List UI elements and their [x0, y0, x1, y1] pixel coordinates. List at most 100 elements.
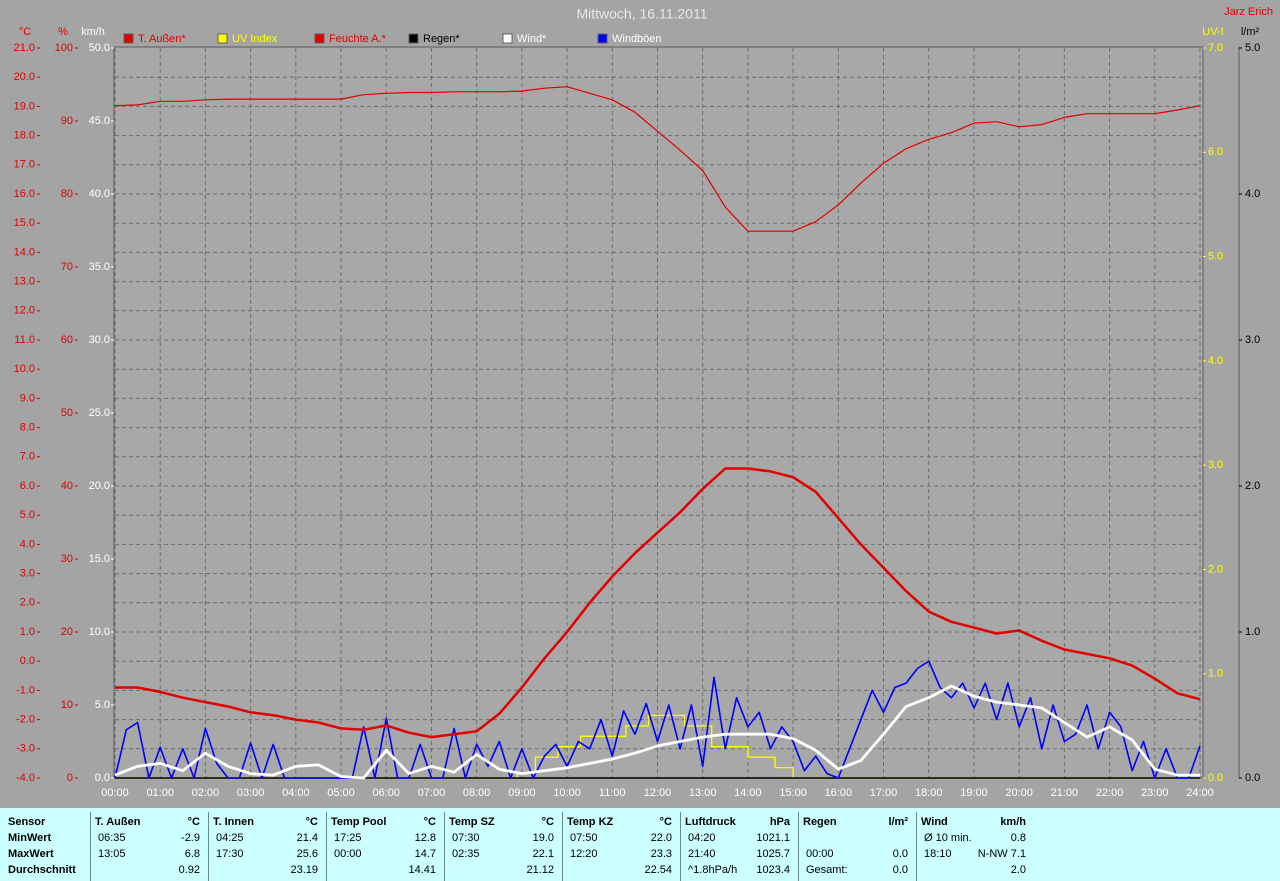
- y-tick-label: 30: [61, 553, 73, 565]
- cell-value: 14.41: [408, 864, 436, 876]
- column-separator: [916, 812, 917, 881]
- y-tick-label: 3.0: [1208, 459, 1223, 471]
- group-name: Temp KZ: [567, 816, 614, 828]
- row-label: Durchschnitt: [8, 864, 76, 876]
- author: Jarz Erich: [1224, 6, 1273, 18]
- chart-title: Mittwoch, 16.11.2011: [576, 6, 707, 22]
- y-tick-label: 4.0: [20, 538, 35, 550]
- y-tick-label: -4.0: [16, 772, 35, 784]
- series-line: [114, 684, 1200, 780]
- cell-time: ^1.8hPa/h: [688, 864, 738, 876]
- group-unit: °C: [187, 816, 200, 828]
- y-tick-label: 30.0: [89, 334, 110, 346]
- x-tick-label: 10:00: [553, 787, 581, 799]
- y-tick-label: 6.0: [20, 480, 35, 492]
- y-tick-label: 20: [61, 626, 73, 638]
- y-tick-label: 10.0: [89, 626, 110, 638]
- x-tick-label: 18:00: [915, 787, 943, 799]
- plot-area: [113, 46, 1204, 779]
- cell-value: 25.6: [296, 848, 318, 860]
- y-tick-label: 15.0: [14, 217, 35, 229]
- cell-time: 17:25: [334, 832, 362, 844]
- chart: Mittwoch, 16.11.2011 Jarz Erich 00:00 01:…: [13, 5, 1273, 799]
- legend-label: UV Index: [232, 33, 278, 45]
- x-tick-label: 21:00: [1051, 787, 1079, 799]
- cell-time: 02:35: [452, 848, 480, 860]
- group-unit: °C: [659, 816, 672, 828]
- y-tick-label: 40.0: [89, 188, 110, 200]
- x-tick-label: 06:00: [372, 787, 400, 799]
- cell-value: 0.0: [892, 864, 908, 876]
- series-line: [114, 86, 1201, 232]
- x-tick-label: 01:00: [146, 787, 174, 799]
- group-unit: °C: [423, 816, 436, 828]
- x-tick-label: 13:00: [689, 787, 717, 799]
- y-tick-label: 18.0: [14, 130, 35, 142]
- cell-value: 6.8: [184, 848, 200, 860]
- cell-value: 23.19: [290, 864, 318, 876]
- cell-time: 07:30: [452, 832, 480, 844]
- x-tick-label: 03:00: [237, 787, 265, 799]
- legend-label: Windböen: [612, 33, 662, 45]
- y-tick-label: 7.0: [20, 451, 35, 463]
- y-tick-label: 4.0: [1208, 355, 1223, 367]
- column-separator: [208, 812, 209, 881]
- y-tick-label: 35.0: [89, 261, 110, 273]
- cell-value: 22.1: [532, 848, 554, 860]
- axis-unit-label: °C: [19, 26, 31, 38]
- y-tick-label: 13.0: [14, 276, 35, 288]
- cell-time: 04:20: [688, 832, 716, 844]
- x-tick-label: 00:00: [101, 787, 129, 799]
- cell-value: 19.0: [532, 832, 554, 844]
- y-tick-label: 0.0: [1245, 772, 1260, 784]
- y-tick-label: 14.0: [14, 246, 35, 258]
- cell-value: 12.8: [414, 832, 436, 844]
- x-tick-label: 16:00: [825, 787, 853, 799]
- series-line: [115, 467, 1201, 739]
- axis-unit-label: km/h: [81, 26, 105, 38]
- y-tick-label: 5.0: [20, 509, 35, 521]
- x-tick-label: 02:00: [192, 787, 220, 799]
- y-tick-label: 1.0: [20, 626, 35, 638]
- y-tick-label: 5.0: [1208, 250, 1223, 262]
- group-name: Luftdruck: [685, 816, 736, 828]
- x-tick-label: 08:00: [463, 787, 491, 799]
- y-tick-label: -1.0: [16, 684, 35, 696]
- x-tick-label: 20:00: [1005, 787, 1033, 799]
- cell-time: 00:00: [806, 848, 834, 860]
- x-tick-label: 15:00: [779, 787, 807, 799]
- y-tick-label: 9.0: [20, 392, 35, 404]
- y-tick-label: 2.0: [1208, 563, 1223, 575]
- x-tick-label: 05:00: [327, 787, 355, 799]
- y-tick-label: 12.0: [14, 305, 35, 317]
- cell-time: 13:05: [98, 848, 126, 860]
- axis-unit-label: l/m²: [1241, 26, 1260, 38]
- y-tick-label: 11.0: [14, 334, 35, 346]
- y-tick-label: 50.0: [89, 42, 110, 54]
- legend-swatch: [502, 33, 513, 44]
- y-tick-label: 5.0: [95, 699, 110, 711]
- y-tick-label: 3.0: [20, 568, 35, 580]
- y-tick-label: 0.0: [20, 655, 35, 667]
- cell-value: 22.0: [650, 832, 672, 844]
- group-unit: l/m²: [888, 816, 908, 828]
- y-tick-label: 1.0: [1245, 626, 1260, 638]
- cell-value: 0.0: [892, 848, 908, 860]
- row-label: MinWert: [8, 832, 52, 844]
- y-tick-label: -2.0: [16, 714, 35, 726]
- legend-label: Regen*: [423, 33, 460, 45]
- cell-value: 1023.4: [756, 864, 790, 876]
- cell-time: 18:10: [924, 848, 952, 860]
- x-tick-label: 09:00: [508, 787, 536, 799]
- y-tick-label: 21.0: [14, 42, 35, 54]
- group-name: T. Außen: [95, 816, 141, 828]
- legend-swatch: [123, 33, 134, 44]
- y-tick-label: 0: [67, 772, 73, 784]
- column-separator: [444, 812, 445, 881]
- cell-time: 04:25: [216, 832, 244, 844]
- x-tick-label: 07:00: [418, 787, 446, 799]
- group-name: Temp SZ: [449, 816, 495, 828]
- x-tick-label: 19:00: [960, 787, 988, 799]
- y-tick-label: 100: [55, 42, 73, 54]
